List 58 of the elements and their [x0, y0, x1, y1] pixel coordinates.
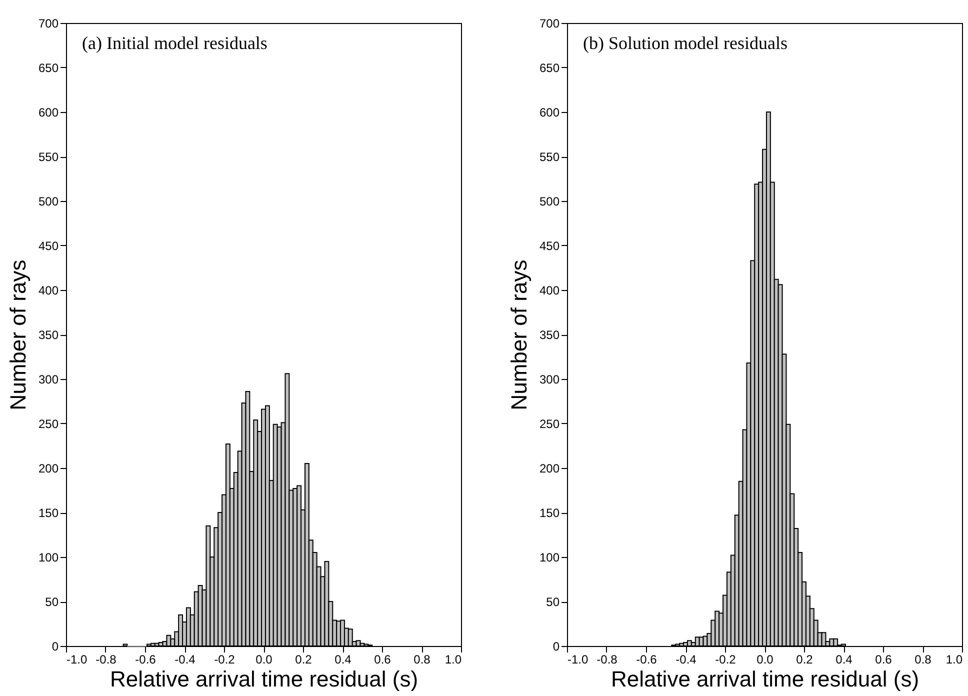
y-tick-label: 600: [38, 106, 59, 120]
y-tick-label: 500: [539, 194, 560, 208]
x-tick-label: -0.6: [135, 652, 156, 666]
y-tick-label: 350: [38, 328, 59, 342]
y-tick-label: 300: [539, 372, 560, 386]
y-tick-label: 650: [539, 61, 560, 75]
y-tick-label: 600: [539, 106, 560, 120]
x-tick-label: 0.0: [256, 652, 273, 666]
y-tick-label: 400: [539, 284, 560, 298]
y-tick-label: 550: [539, 150, 560, 164]
x-tick-label: -1.0: [66, 652, 88, 666]
y-tick-label: 250: [539, 417, 560, 431]
x-tick-label: -0.2: [715, 652, 736, 666]
y-tick-label: 450: [539, 239, 560, 253]
y-axis-title: Number of rays: [5, 260, 30, 410]
x-tick-label: 1.0: [444, 652, 462, 666]
x-tick-label: -0.4: [676, 652, 697, 666]
y-tick-label: 250: [38, 417, 59, 431]
y-tick-label: 0: [52, 640, 59, 654]
text: (b) Solution model residuals: [583, 33, 788, 53]
x-tick-label: -0.2: [214, 652, 236, 666]
x-tick-label: 0.4: [836, 652, 853, 666]
y-tick-label: 350: [539, 328, 560, 342]
y-tick-label: 0: [552, 640, 560, 654]
x-axis-title: Relative arrival time residual (s): [110, 666, 418, 692]
y-tick-label: 650: [38, 61, 59, 75]
x-tick-label: 0.4: [334, 652, 352, 666]
text: (a) Initial model residuals: [82, 33, 268, 53]
y-tick-label: 400: [38, 284, 59, 298]
y-tick-label: 300: [38, 372, 59, 386]
y-tick-label: 700: [539, 16, 560, 30]
x-tick-label: 0.6: [374, 652, 392, 666]
y-tick-label: 200: [539, 462, 560, 476]
x-tick-label: 0.0: [756, 652, 774, 666]
x-tick-label: -0.8: [96, 652, 117, 666]
x-tick-label: 1.0: [946, 652, 963, 666]
x-tick-label: 0.8: [414, 652, 431, 666]
x-axis-title: Relative arrival time residual (s): [610, 666, 920, 692]
x-tick-label: 0.6: [875, 652, 892, 666]
y-tick-label: 200: [38, 462, 59, 476]
x-tick-label: 0.8: [914, 652, 932, 666]
y-tick-label: 100: [539, 550, 560, 564]
y-tick-label: 150: [38, 506, 59, 520]
y-tick-label: 50: [546, 595, 560, 609]
y-tick-label: 500: [38, 194, 59, 208]
y-tick-label: 550: [38, 150, 59, 164]
x-tick-label: 0.2: [796, 652, 814, 666]
x-tick-label: 0.2: [295, 652, 312, 666]
x-tick-label: -0.8: [596, 652, 618, 666]
x-tick-label: -1.0: [568, 652, 589, 666]
y-tick-label: 450: [38, 239, 59, 253]
y-axis-title: Number of rays: [506, 260, 532, 410]
y-tick-label: 150: [539, 506, 560, 520]
x-tick-label: -0.6: [636, 652, 658, 666]
y-tick-label: 50: [45, 595, 59, 609]
y-tick-label: 100: [38, 550, 59, 564]
x-tick-label: -0.4: [174, 652, 196, 666]
y-tick-label: 700: [38, 16, 59, 30]
